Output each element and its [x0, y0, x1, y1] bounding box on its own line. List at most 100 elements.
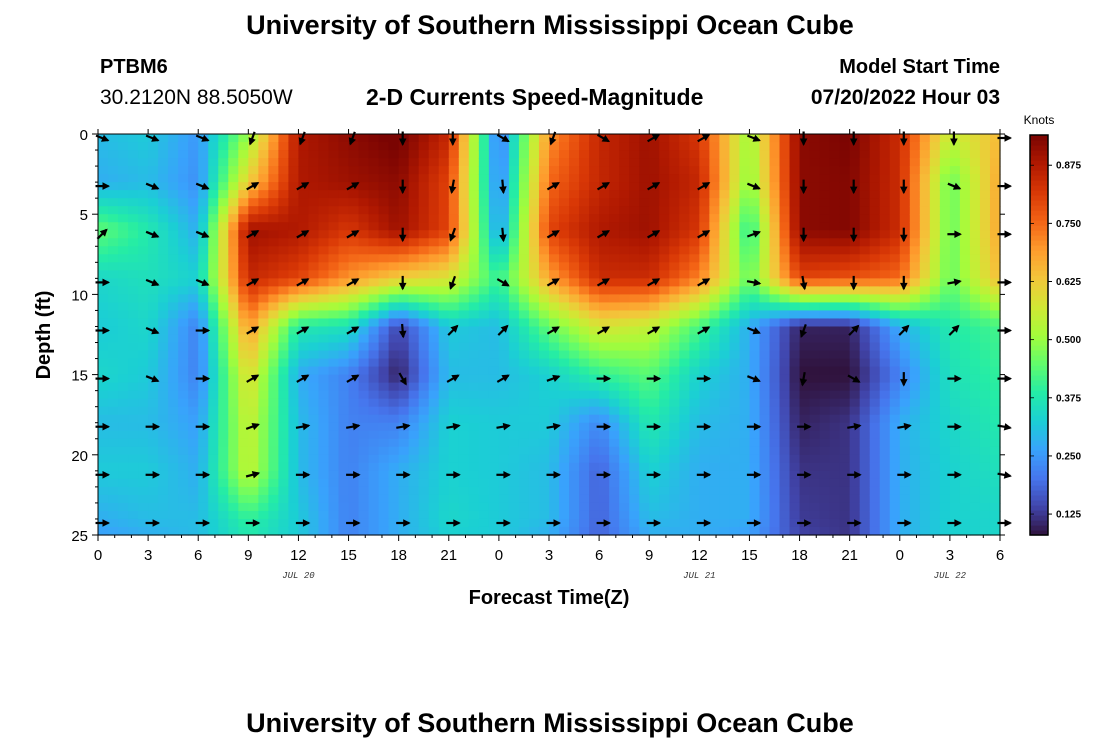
- heatmap-cell: [308, 134, 320, 143]
- heatmap-cell: [699, 398, 710, 408]
- heatmap-cell: [669, 470, 680, 480]
- heatmap-cell: [388, 526, 400, 536]
- heatmap-cell: [258, 174, 269, 183]
- heatmap-cell: [899, 302, 911, 312]
- heatmap-cell: [619, 262, 630, 271]
- heatmap-cell: [789, 254, 801, 263]
- heatmap-cell: [919, 238, 931, 247]
- heatmap-cell: [488, 374, 500, 384]
- heatmap-cell: [268, 342, 279, 352]
- heatmap-cell: [869, 374, 881, 384]
- heatmap-cell: [619, 518, 630, 528]
- heatmap-cell: [989, 494, 1001, 504]
- heatmap-cell: [208, 390, 219, 400]
- heatmap-cell: [218, 334, 229, 344]
- heatmap-cell: [468, 166, 480, 175]
- heatmap-cell: [278, 358, 290, 368]
- heatmap-cell: [899, 454, 911, 464]
- heatmap-cell: [358, 270, 370, 279]
- heatmap-cell: [989, 430, 1001, 440]
- heatmap-cell: [759, 214, 771, 223]
- heatmap-cell: [869, 390, 881, 400]
- heatmap-cell: [569, 478, 580, 488]
- heatmap-cell: [649, 318, 660, 328]
- heatmap-cell: [148, 198, 159, 207]
- heatmap-cell: [178, 462, 189, 472]
- heatmap-cell: [98, 478, 109, 488]
- heatmap-cell: [599, 414, 610, 424]
- heatmap-cell: [959, 366, 971, 376]
- heatmap-cell: [528, 390, 540, 400]
- heatmap-cell: [258, 150, 269, 159]
- heatmap-cell: [599, 382, 610, 392]
- heatmap-cell: [769, 286, 781, 295]
- heatmap-cell: [589, 342, 600, 352]
- heatmap-cell: [538, 238, 550, 247]
- heatmap-cell: [478, 358, 490, 368]
- heatmap-cell: [959, 150, 971, 159]
- heatmap-cell: [699, 262, 710, 271]
- current-arrow: [596, 374, 612, 383]
- heatmap-cell: [839, 430, 851, 440]
- colorbar-segment: [1030, 380, 1048, 386]
- heatmap-cell: [288, 318, 300, 328]
- heatmap-cell: [699, 294, 710, 304]
- heatmap-cell: [799, 254, 811, 263]
- current-arrow: [746, 422, 762, 431]
- heatmap-cell: [208, 518, 219, 528]
- heatmap-cell: [298, 502, 310, 512]
- heatmap-cell: [699, 150, 710, 159]
- heatmap-cell: [789, 470, 801, 480]
- heatmap-cell: [138, 230, 149, 239]
- current-arrow: [449, 275, 457, 290]
- heatmap-cell: [138, 526, 149, 536]
- heatmap-cell: [248, 350, 259, 360]
- heatmap-cell: [518, 182, 530, 191]
- heatmap-cell: [428, 502, 440, 512]
- heatmap-cell: [348, 214, 360, 223]
- heatmap-cell: [198, 350, 209, 360]
- heatmap-cell: [528, 254, 540, 263]
- heatmap-cell: [739, 502, 751, 512]
- current-arrow: [346, 471, 361, 479]
- heatmap-cell: [348, 366, 360, 376]
- heatmap-cell: [769, 526, 781, 536]
- heatmap-cell: [508, 270, 520, 279]
- heatmap-cell: [939, 390, 951, 400]
- current-arrow: [746, 471, 762, 479]
- heatmap-cell: [518, 166, 530, 175]
- heatmap-cell: [559, 318, 570, 328]
- heatmap-cell: [969, 422, 981, 432]
- heatmap-cell: [859, 254, 871, 263]
- heatmap-cell: [589, 150, 600, 159]
- heatmap-cell: [468, 366, 480, 376]
- heatmap-cell: [789, 166, 801, 175]
- heatmap-cell: [398, 222, 410, 231]
- heatmap-cell: [959, 494, 971, 504]
- heatmap-cell: [759, 326, 771, 336]
- heatmap-cell: [428, 382, 440, 392]
- heatmap-cell: [579, 238, 590, 247]
- heatmap-cell: [909, 398, 921, 408]
- heatmap-cell: [759, 262, 771, 271]
- heatmap-cell: [929, 190, 941, 199]
- heatmap-cell: [388, 206, 400, 215]
- heatmap-cell: [549, 398, 560, 408]
- heatmap-cell: [518, 230, 530, 239]
- heatmap-cell: [108, 382, 119, 392]
- heatmap-cell: [108, 470, 119, 480]
- heatmap-cell: [589, 286, 600, 295]
- heatmap-cell: [679, 302, 690, 312]
- heatmap-cell: [438, 390, 450, 400]
- heatmap-cell: [569, 390, 580, 400]
- heatmap-cell: [418, 398, 430, 408]
- heatmap-cell: [909, 278, 921, 287]
- heatmap-cell: [789, 286, 801, 295]
- heatmap-cell: [458, 238, 470, 247]
- heatmap-cell: [338, 438, 350, 448]
- heatmap-cell: [538, 326, 550, 336]
- heatmap-cell: [268, 470, 279, 480]
- heatmap-cell: [348, 390, 360, 400]
- heatmap-cell: [829, 214, 841, 223]
- heatmap-cell: [228, 390, 239, 400]
